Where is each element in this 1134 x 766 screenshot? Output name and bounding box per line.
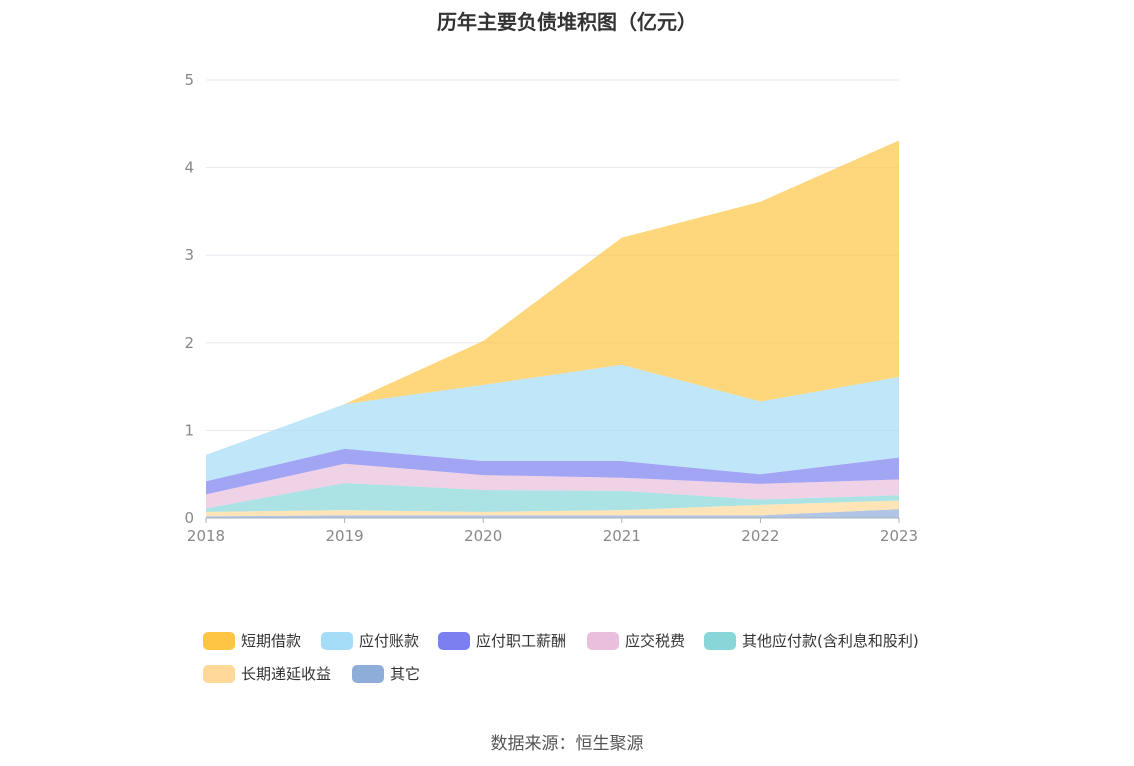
y-tick-label: 5	[184, 71, 194, 89]
legend-item-short-term-loans[interactable]: 短期借款	[203, 630, 301, 651]
legend-label: 应付职工薪酬	[476, 632, 567, 650]
legend-swatch	[352, 664, 384, 683]
area-series	[206, 463, 899, 509]
legend-label: 其它	[390, 665, 421, 683]
x-tick-label: 2021	[603, 527, 641, 545]
legend-item-other[interactable]: 其它	[352, 663, 420, 684]
legend-label: 应交税费	[625, 632, 686, 650]
area-series	[206, 500, 899, 517]
area-series	[206, 140, 899, 455]
chart-title: 历年主要负债堆积图（亿元）	[437, 10, 697, 34]
x-tick-label: 2023	[880, 527, 918, 545]
x-tick-label: 2022	[741, 527, 779, 545]
area-series	[206, 364, 899, 482]
legend-item-accounts-payable[interactable]: 应付账款	[321, 630, 419, 651]
legend-item-employee-payable[interactable]: 应付职工薪酬	[438, 630, 566, 651]
legend-label: 短期借款	[241, 632, 302, 650]
legend-swatch	[203, 631, 235, 650]
legend-swatch	[438, 631, 470, 650]
y-tick-label: 2	[184, 334, 194, 352]
area-series	[206, 448, 899, 495]
legend-label: 其他应付款(含利息和股利)	[742, 632, 919, 650]
x-tick-label: 2019	[326, 527, 364, 545]
legend-item-taxes-payable[interactable]: 应交税费	[587, 630, 685, 651]
x-tick-label: 2018	[187, 527, 225, 545]
legend-swatch	[203, 664, 235, 683]
legend-swatch	[321, 631, 353, 650]
data-source: 数据来源：恒生聚源	[490, 734, 644, 754]
y-tick-label: 0	[184, 509, 194, 527]
legend-label: 应付账款	[359, 632, 420, 650]
stacked-area-chart: 0 1 2 3 4 5 2018 2019 2020 2021 2022 2023	[184, 71, 918, 545]
y-tick-label: 1	[184, 421, 194, 439]
x-tick-label: 2020	[464, 527, 502, 545]
area-series	[206, 509, 899, 518]
legend-swatch	[704, 631, 736, 650]
y-tick-label: 3	[184, 246, 194, 264]
legend-item-deferred-income[interactable]: 长期递延收益	[203, 663, 331, 684]
area-series	[206, 482, 899, 512]
legend-item-other-payables[interactable]: 其他应付款(含利息和股利)	[704, 630, 919, 651]
y-tick-label: 4	[184, 159, 194, 177]
legend-label: 长期递延收益	[241, 665, 332, 683]
legend-swatch	[587, 631, 619, 650]
